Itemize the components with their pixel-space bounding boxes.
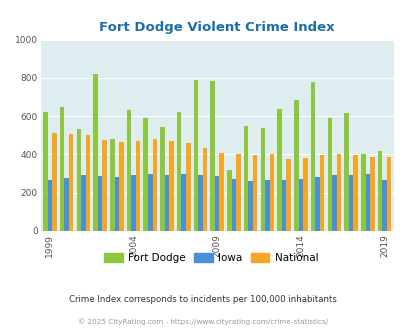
Bar [93, 74, 98, 231]
Bar [164, 175, 169, 231]
Text: © 2025 CityRating.com - https://www.cityrating.com/crime-statistics/: © 2025 CityRating.com - https://www.city… [78, 318, 327, 325]
Bar [264, 180, 269, 231]
Bar [76, 129, 81, 231]
Bar [303, 158, 307, 231]
Bar [126, 111, 131, 231]
Bar [348, 175, 352, 231]
Bar [43, 112, 47, 231]
Bar [336, 154, 340, 231]
Bar [382, 180, 386, 231]
Bar [198, 176, 202, 231]
Bar [315, 178, 319, 231]
Bar [102, 140, 107, 231]
Bar [260, 128, 264, 231]
Bar [177, 112, 181, 231]
Bar [52, 133, 56, 231]
Bar [193, 80, 198, 231]
Bar [252, 155, 257, 231]
Bar [60, 107, 64, 231]
Bar [181, 174, 185, 231]
Bar [386, 157, 390, 231]
Bar [148, 174, 152, 231]
Text: Crime Index corresponds to incidents per 100,000 inhabitants: Crime Index corresponds to incidents per… [69, 295, 336, 304]
Bar [114, 178, 119, 231]
Title: Fort Dodge Violent Crime Index: Fort Dodge Violent Crime Index [99, 21, 334, 34]
Bar [243, 126, 248, 231]
Bar [293, 100, 298, 231]
Bar [47, 180, 52, 231]
Bar [210, 81, 214, 231]
Bar [277, 110, 281, 231]
Bar [369, 157, 374, 231]
Bar [68, 134, 73, 231]
Bar [360, 154, 365, 231]
Bar [227, 170, 231, 231]
Bar [319, 155, 324, 231]
Bar [231, 179, 236, 231]
Bar [110, 139, 114, 231]
Legend: Fort Dodge, Iowa, National: Fort Dodge, Iowa, National [100, 248, 322, 267]
Bar [143, 118, 148, 231]
Bar [64, 178, 68, 231]
Bar [219, 152, 224, 231]
Bar [236, 154, 240, 231]
Bar [327, 118, 331, 231]
Bar [202, 148, 207, 231]
Bar [269, 154, 273, 231]
Bar [160, 127, 164, 231]
Bar [310, 82, 315, 231]
Bar [131, 175, 135, 231]
Bar [185, 143, 190, 231]
Bar [214, 177, 219, 231]
Bar [343, 113, 348, 231]
Bar [352, 155, 357, 231]
Bar [365, 174, 369, 231]
Bar [248, 181, 252, 231]
Bar [286, 159, 290, 231]
Bar [119, 142, 123, 231]
Bar [281, 180, 286, 231]
Bar [98, 177, 102, 231]
Bar [81, 176, 85, 231]
Bar [298, 179, 303, 231]
Bar [135, 141, 140, 231]
Bar [377, 150, 382, 231]
Bar [85, 135, 90, 231]
Bar [169, 141, 173, 231]
Bar [331, 176, 336, 231]
Bar [152, 139, 157, 231]
